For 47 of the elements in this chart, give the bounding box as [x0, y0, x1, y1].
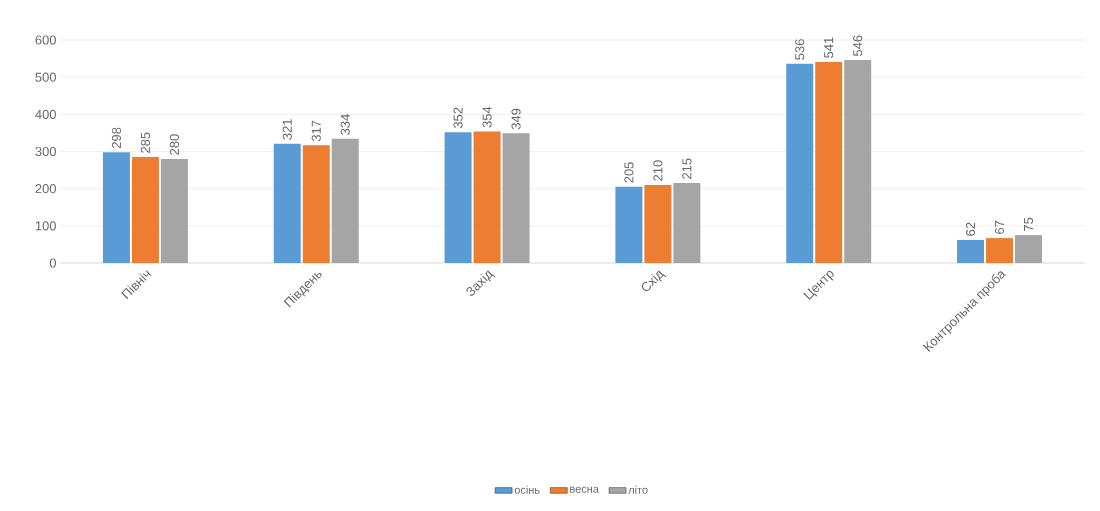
y-tick-label: 0 — [49, 258, 56, 268]
data-label: 541 — [824, 37, 834, 58]
data-label: 354 — [482, 106, 492, 128]
data-label: 334 — [340, 114, 350, 135]
bar — [131, 157, 159, 263]
bar — [1015, 235, 1043, 263]
legend-label: осінь — [514, 485, 540, 494]
data-label: 75 — [1024, 217, 1034, 231]
bar — [644, 184, 672, 263]
x-tick-label: Схід — [641, 270, 667, 292]
bar — [102, 152, 130, 263]
y-tick-label: 500 — [35, 72, 56, 82]
y-tick-label: 100 — [35, 221, 56, 231]
bar — [160, 158, 188, 263]
data-label: 280 — [169, 134, 179, 155]
data-label: 546 — [853, 35, 863, 57]
bar — [273, 143, 301, 263]
bar — [302, 145, 330, 263]
data-label: 215 — [682, 158, 692, 179]
bar — [957, 239, 985, 263]
y-tick-label: 300 — [35, 146, 56, 157]
bar — [786, 63, 814, 263]
data-label: 298 — [111, 127, 122, 149]
data-label: 349 — [511, 108, 521, 130]
bar — [444, 132, 472, 263]
y-tick-label: 400 — [35, 109, 56, 119]
data-label: 210 — [653, 160, 663, 181]
legend-label: літо — [628, 485, 648, 494]
bar — [844, 60, 872, 263]
bar — [615, 186, 643, 263]
bar — [502, 133, 530, 263]
bar — [815, 61, 843, 263]
data-label: 205 — [624, 162, 634, 183]
y-tick-label: 200 — [35, 184, 56, 194]
data-label: 321 — [282, 119, 292, 140]
data-label: 352 — [453, 107, 463, 129]
legend-label: весна — [570, 486, 599, 493]
y-tick-label: 600 — [35, 35, 56, 45]
data-label: 285 — [140, 132, 151, 153]
bar — [331, 138, 359, 263]
data-label: 62 — [965, 222, 976, 236]
bar — [986, 238, 1014, 263]
bar — [673, 183, 701, 263]
data-label: 67 — [994, 220, 1005, 234]
data-label: 317 — [311, 120, 321, 142]
data-label: 536 — [795, 39, 805, 60]
bar — [473, 131, 501, 263]
